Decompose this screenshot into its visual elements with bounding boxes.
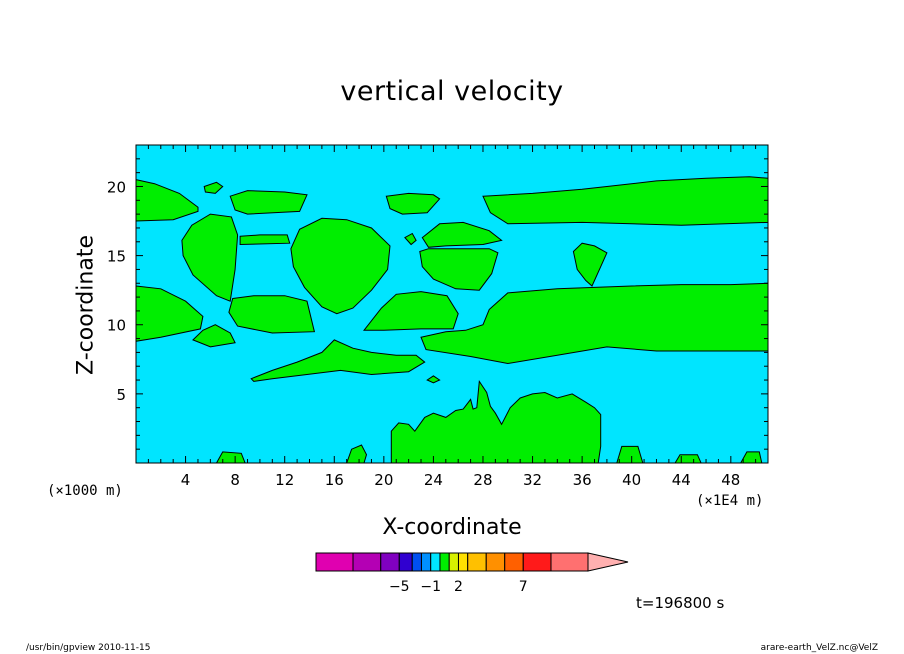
colorbar-cell [352, 552, 382, 572]
colorbar-cell [550, 552, 589, 572]
x-tick-label: 44 [672, 471, 691, 489]
colorbar-extension-triangle [587, 552, 629, 572]
y-tick-label: 15 [107, 248, 126, 266]
y-tick-label: 10 [107, 317, 126, 335]
region-cell-x37-z15 [572, 242, 608, 287]
y-axis-label: Z-coordinate [73, 235, 99, 375]
region-cell-x5-upper [181, 213, 239, 302]
y-tick-label: 20 [107, 178, 126, 196]
colorbar-cell [457, 552, 469, 572]
colorbar-cell [467, 552, 487, 572]
region-blob-x7-z9 [192, 324, 236, 348]
colorbar-cell [398, 552, 413, 572]
region-blob-x44-z0 [674, 454, 702, 464]
colorbar-cell [315, 552, 354, 572]
footer-command: /usr/bin/gpview 2010-11-15 [26, 643, 151, 653]
colorbar-cell [504, 552, 524, 572]
region-blob-x24-z6 [426, 375, 441, 384]
x-axis-unit-left: (×1000 m) [47, 483, 123, 499]
x-tick-label: 24 [424, 471, 443, 489]
region-block-x10-z11 [228, 295, 316, 334]
colorbar: −5 −1 2 7 [315, 552, 629, 595]
region-upper-band-right [482, 176, 769, 226]
x-tick-label: 8 [230, 471, 240, 489]
region-upper-band-x8-14 [229, 190, 308, 215]
x-tick-label: 28 [473, 471, 492, 489]
x-tick-label: 32 [523, 471, 542, 489]
colorbar-cell [420, 552, 432, 572]
colorbar-cell [439, 552, 450, 572]
colorbar-cell [380, 552, 400, 572]
region-bubble-x6-z20 [203, 181, 224, 194]
region-lower-band-right [420, 282, 769, 365]
x-tick-label: 20 [374, 471, 393, 489]
x-tick-label: 12 [275, 471, 294, 489]
colorbar-label: 2 [454, 579, 463, 595]
x-axis-ticks: 4 8 12 16 20 24 28 32 36 40 44 48 [147, 145, 757, 489]
x-tick-label: 36 [573, 471, 592, 489]
region-tongue-x15-z7 [250, 339, 426, 382]
region-blob-x39-z1 [616, 445, 644, 464]
plot-frame [135, 144, 769, 464]
colorbar-cell [485, 552, 506, 572]
x-tick-label: 48 [721, 471, 740, 489]
colorbar-cell [522, 552, 552, 572]
y-axis-ticks: 5 10 15 20 [107, 158, 768, 450]
region-cell-x26-lower [419, 248, 499, 291]
footer-source: arare-earth_VelZ.nc@VelZ [760, 643, 878, 653]
x-axis-unit-right: (×1E4 m) [696, 493, 764, 509]
y-tick-label: 5 [116, 386, 126, 404]
region-upper-band-left [135, 178, 199, 222]
region-blob-x22-z16 [404, 232, 417, 246]
colorbar-label: 7 [519, 579, 528, 595]
colorbar-label: −5 [389, 579, 410, 595]
region-cell-x16-z15 [290, 217, 391, 315]
region-block-x24-z11 [362, 291, 459, 331]
colorbar-label: −1 [420, 579, 441, 595]
region-lower-band-left [135, 285, 204, 342]
x-tick-label: 40 [622, 471, 641, 489]
contour-regions [135, 176, 769, 464]
region-convective-tower [390, 379, 602, 464]
x-tick-label: 4 [181, 471, 191, 489]
time-label: t=196800 s [636, 594, 725, 612]
region-cell-x26-upper-cap [421, 221, 503, 248]
chart-title: vertical velocity [340, 76, 564, 107]
x-tick-label: 16 [325, 471, 344, 489]
x-axis-label: X-coordinate [382, 515, 522, 540]
region-upper-band-x20-24 [385, 192, 441, 215]
colorbar-cell [430, 552, 441, 572]
colorbar-cell [448, 552, 459, 572]
region-bridge-x10-z16 [239, 234, 291, 246]
colorbar-cell [411, 552, 422, 572]
